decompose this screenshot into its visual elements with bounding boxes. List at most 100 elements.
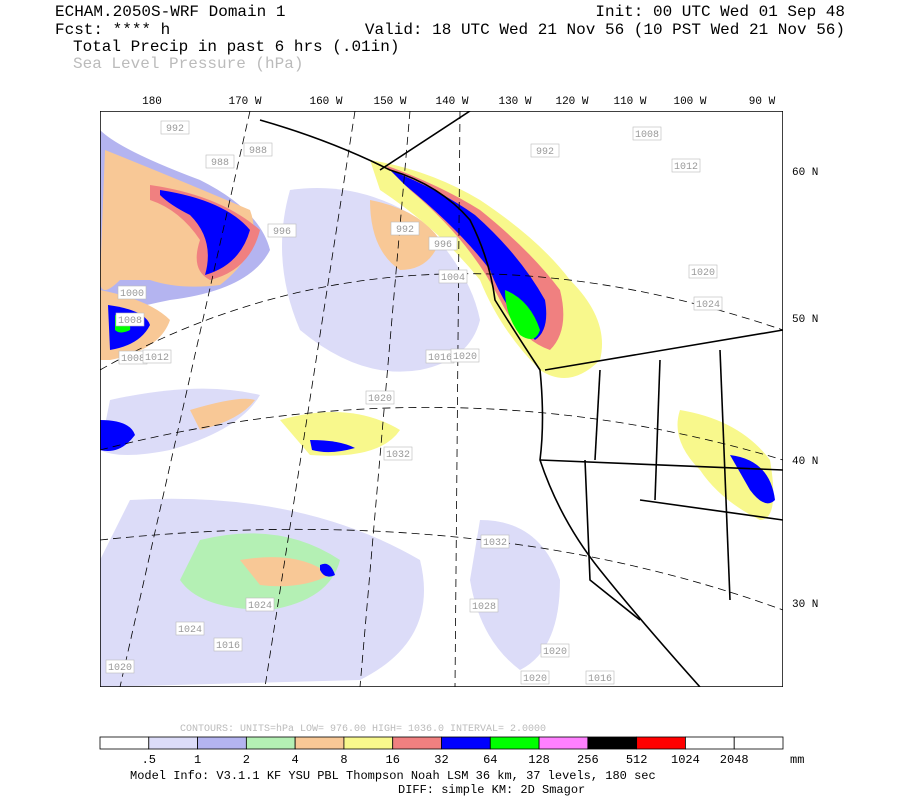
contour-label: 1012 xyxy=(674,162,698,173)
longitude-label: 130 W xyxy=(498,96,531,108)
contour-label-box xyxy=(428,236,458,251)
colorbar-box xyxy=(587,736,638,750)
latitude-label: 30 N xyxy=(792,599,818,611)
colorbar-label: 4 xyxy=(292,753,299,767)
colorbar-label: 8 xyxy=(340,753,347,767)
colorbar-box xyxy=(636,736,686,750)
colorbar-box xyxy=(392,736,442,750)
contour-label: 1024 xyxy=(248,601,272,612)
contour-label-box xyxy=(480,534,510,549)
contour-label: 1000 xyxy=(120,289,144,300)
contour-label: 992 xyxy=(396,225,414,236)
contour-label: 1012 xyxy=(145,353,169,364)
contour-label-box xyxy=(671,158,701,173)
colorbar-label: 512 xyxy=(626,753,648,767)
contour-label: 996 xyxy=(273,227,291,238)
longitude-label: 170 W xyxy=(228,96,261,108)
latitude-label: 40 N xyxy=(792,456,818,468)
colorbar-unit: mm xyxy=(790,753,804,767)
colorbar-label: 2 xyxy=(243,753,250,767)
colorbar-box xyxy=(538,736,589,750)
colorbar-label: 64 xyxy=(483,753,497,767)
colorbar-label: 1 xyxy=(194,753,201,767)
colorbar-box xyxy=(441,736,491,750)
colorbar-box xyxy=(343,736,394,750)
colorbar-box xyxy=(685,736,735,750)
contour-label: 1020 xyxy=(108,663,132,674)
contour-label: 1028 xyxy=(472,602,496,613)
contour-label-box xyxy=(160,120,190,135)
map-body: 180 170 W 160 W 150 W 140 W 130 W 120 W 110 W 10… xyxy=(100,96,818,687)
contour-label-box xyxy=(390,221,420,236)
contour-label: 1020 xyxy=(691,268,715,279)
valid-time: Valid: 18 UTC Wed 21 Nov 56 (10 PST Wed … xyxy=(365,21,845,39)
colorbar-box xyxy=(245,736,296,750)
contour-label: 1020 xyxy=(523,674,547,685)
forecast-hour: Fcst: **** h xyxy=(55,21,170,39)
contour-label: 1020 xyxy=(453,352,477,363)
longitude-label: 90 W xyxy=(749,96,776,108)
colorbar: .5 1 2 4 8 16 32 64 128 256 512 1024 2048 mm xyxy=(99,736,804,767)
longitude-label: 120 W xyxy=(555,96,588,108)
contour-label-box xyxy=(213,637,243,652)
contour-label: 1016 xyxy=(588,674,612,685)
contour-label-box xyxy=(469,598,499,613)
contour-label: 1008 xyxy=(118,316,142,327)
init-time: Init: 00 UTC Wed 01 Sep 48 xyxy=(595,3,845,21)
contour-label-box xyxy=(115,312,145,327)
contour-label: 1020 xyxy=(368,394,392,405)
model-title: ECHAM.2050S-WRF Domain 1 xyxy=(55,3,285,21)
contour-label-box xyxy=(688,264,718,279)
colorbar-label: 1024 xyxy=(671,753,700,767)
longitude-label: 140 W xyxy=(435,96,468,108)
contour-label-box xyxy=(267,223,297,238)
field-precip: Total Precip in past 6 hrs (.01in) xyxy=(73,38,399,56)
contour-label: 1004 xyxy=(441,273,465,284)
colorbar-box xyxy=(294,736,345,750)
contour-label: 1016 xyxy=(428,353,452,364)
latitude-labels: 60 N 50 N 40 N 30 N xyxy=(792,167,818,611)
contour-label-box xyxy=(520,670,550,685)
colorbar-box xyxy=(489,736,540,750)
colorbar-box xyxy=(99,736,150,750)
contour-label: 1024 xyxy=(696,300,720,311)
contour-label-box xyxy=(365,390,395,405)
longitude-label: 160 W xyxy=(309,96,342,108)
contour-label: 1016 xyxy=(216,641,240,652)
contour-label: 1024 xyxy=(178,625,202,636)
colorbar-label: 2048 xyxy=(720,753,749,767)
colorbar-label: 16 xyxy=(386,753,400,767)
longitude-labels: 180 170 W 160 W 150 W 140 W 130 W 120 W 110 W 10… xyxy=(142,96,776,108)
field-slp: Sea Level Pressure (hPa) xyxy=(73,55,303,73)
latitude-label: 60 N xyxy=(792,167,818,179)
colorbar-box xyxy=(197,736,247,750)
contour-label: 992 xyxy=(166,124,184,135)
contour-label-box xyxy=(117,285,147,300)
colorbar-label: 128 xyxy=(528,753,550,767)
colorbar-box xyxy=(733,736,784,750)
contour-label: 992 xyxy=(536,147,554,158)
colorbar-box xyxy=(148,736,198,750)
longitude-label: 180 xyxy=(142,96,162,108)
colorbar-label: 256 xyxy=(577,753,599,767)
contour-label: 1008 xyxy=(121,354,145,365)
longitude-label: 110 W xyxy=(613,96,646,108)
colorbar-label: .5 xyxy=(142,753,156,767)
contour-label: 1032 xyxy=(386,450,410,461)
contour-label-box xyxy=(632,126,662,141)
contour-label-box xyxy=(245,597,275,612)
contour-label-box xyxy=(383,446,413,461)
contour-label-box xyxy=(540,643,570,658)
colorbar-label: 32 xyxy=(434,753,448,767)
diff-info: DIFF: simple KM: 2D Smagor xyxy=(398,783,585,797)
longitude-label: 100 W xyxy=(673,96,706,108)
contour-label-box xyxy=(142,349,172,364)
contour-label-box xyxy=(693,296,723,311)
contour-label-box xyxy=(585,670,615,685)
contour-label: 996 xyxy=(434,240,452,251)
contour-label-box xyxy=(530,143,560,158)
longitude-label: 150 W xyxy=(373,96,406,108)
